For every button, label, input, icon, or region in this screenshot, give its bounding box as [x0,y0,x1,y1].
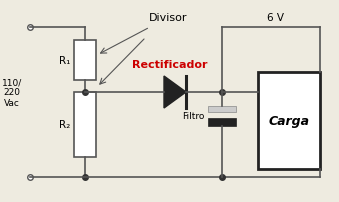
Bar [258,73,320,169]
Text: Divisor: Divisor [149,13,187,23]
Text: R₁: R₁ [59,56,70,66]
Text: 6 V: 6 V [267,13,284,23]
Text: Filtro: Filtro [183,112,205,121]
Bar [74,41,96,81]
Text: Carga: Carga [268,115,310,127]
Bar [208,118,236,126]
Bar [74,93,96,157]
Polygon shape [164,77,186,108]
Text: R₂: R₂ [59,120,70,130]
Text: Rectificador: Rectificador [132,60,208,70]
Text: 110/
220
Vac: 110/ 220 Vac [2,78,22,107]
Bar [208,106,236,113]
